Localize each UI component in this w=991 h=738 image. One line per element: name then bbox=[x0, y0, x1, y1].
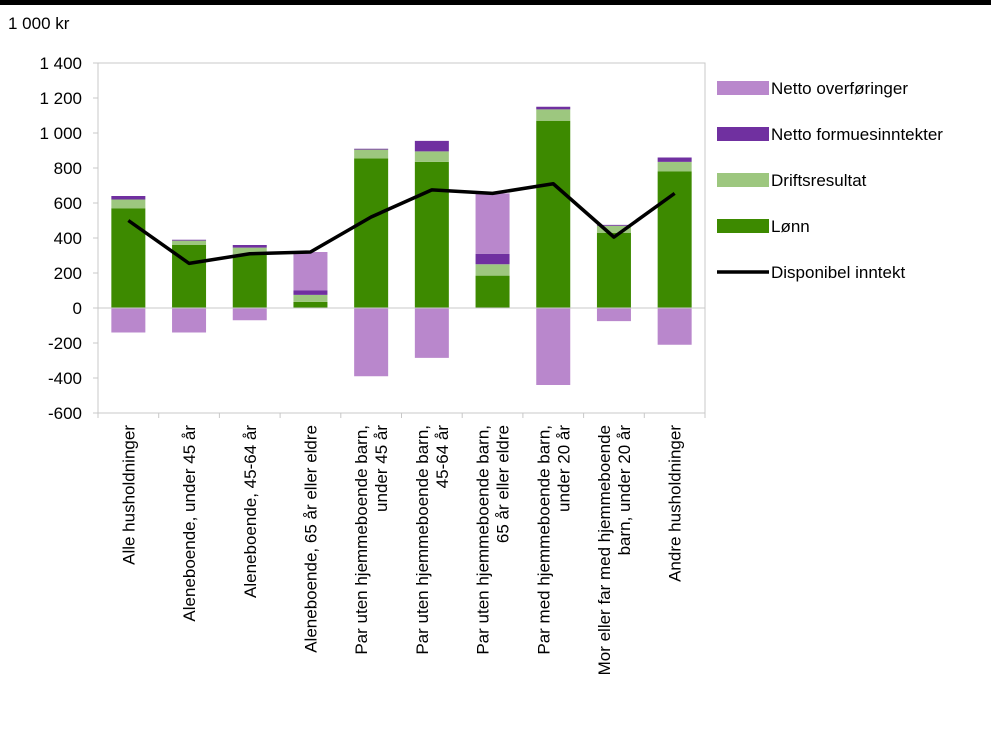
y-tick-label: 600 bbox=[54, 194, 82, 213]
x-category-label-line: under 20 år bbox=[554, 425, 573, 512]
bar-segment-driftsresultat bbox=[293, 294, 328, 302]
bar-segment-l-nn bbox=[111, 208, 146, 308]
bar-segment-netto-overf-ringer bbox=[475, 193, 510, 254]
bar-segment-driftsresultat bbox=[354, 149, 389, 159]
bar-segment-driftsresultat bbox=[596, 225, 631, 233]
legend-swatch bbox=[717, 81, 769, 95]
x-category-label: Par uten hjemmeboende barn,under 45 år bbox=[352, 425, 391, 655]
bar-segment-netto-overf-ringer bbox=[293, 252, 328, 291]
y-tick-label: 400 bbox=[54, 229, 82, 248]
x-category-label: Par med hjemmeboende barn,under 20 år bbox=[534, 425, 573, 655]
legend-label: Netto formuesinntekter bbox=[771, 125, 943, 144]
x-category-label-line: Andre husholdninger bbox=[666, 425, 685, 582]
legend-swatch bbox=[717, 173, 769, 187]
y-tick-label: 1 000 bbox=[39, 124, 82, 143]
bar-segment-driftsresultat bbox=[536, 109, 571, 121]
bar-segment-netto-formuesinntekter bbox=[232, 245, 267, 248]
bar-segment-l-nn bbox=[293, 301, 328, 308]
bar-segment-netto-formuesinntekter bbox=[354, 148, 389, 150]
bar-segment-netto-formuesinntekter bbox=[536, 106, 571, 110]
disponibel-inntekt-line bbox=[127, 182, 676, 266]
bar-segment-driftsresultat bbox=[172, 240, 207, 245]
legend-label: Lønn bbox=[771, 217, 810, 236]
x-category-label-line: Alle husholdninger bbox=[119, 425, 138, 565]
bar-segment-netto-overf-ringer bbox=[536, 308, 571, 385]
x-category-label-line: Aleneboende, 45-64 år bbox=[241, 425, 260, 598]
bar-segment-driftsresultat bbox=[414, 151, 449, 162]
x-category-label: Andre husholdninger bbox=[666, 425, 685, 582]
bar-segment-netto-formuesinntekter bbox=[293, 290, 328, 295]
x-category-label: Aleneboende, 45-64 år bbox=[241, 425, 260, 598]
x-category-label-line: Aleneboende, under 45 år bbox=[180, 425, 199, 622]
bar-segment-netto-formuesinntekter bbox=[596, 224, 631, 226]
bar-segment-netto-overf-ringer bbox=[111, 308, 146, 333]
bar-segment-netto-overf-ringer bbox=[657, 308, 692, 345]
x-category-label-line: 65 år eller eldre bbox=[494, 425, 513, 543]
bar-segment-netto-formuesinntekter bbox=[414, 140, 449, 152]
y-tick-label: 0 bbox=[73, 299, 82, 318]
x-category-label-line: Par uten hjemmeboende barn, bbox=[474, 425, 493, 655]
x-category-label-line: under 45 år bbox=[372, 425, 391, 512]
bar-segment-netto-formuesinntekter bbox=[475, 253, 510, 265]
bar-segment-netto-overf-ringer bbox=[172, 308, 207, 333]
y-tick-label: 800 bbox=[54, 159, 82, 178]
bar-segment-netto-formuesinntekter bbox=[111, 196, 146, 200]
bar-segment-l-nn bbox=[596, 232, 631, 308]
bar-segment-l-nn bbox=[232, 254, 267, 308]
bar-segment-l-nn bbox=[414, 161, 449, 308]
x-category-label: Par uten hjemmeboende barn,45-64 år bbox=[413, 425, 452, 655]
bar-segment-driftsresultat bbox=[111, 199, 146, 209]
x-category-label: Alle husholdninger bbox=[119, 425, 138, 565]
y-tick-label: -600 bbox=[48, 404, 82, 423]
x-category-label-line: Par uten hjemmeboende barn, bbox=[413, 425, 432, 655]
x-category-label-line: Mor eller far med hjemmeboende bbox=[595, 425, 614, 675]
x-category-label: Par uten hjemmeboende barn,65 år eller e… bbox=[474, 425, 513, 655]
legend-label: Disponibel inntekt bbox=[771, 263, 905, 282]
x-category-label-line: 45-64 år bbox=[433, 425, 452, 489]
bar-segment-driftsresultat bbox=[657, 161, 692, 172]
y-unit-label: 1 000 kr bbox=[8, 14, 70, 33]
legend-label: Netto overføringer bbox=[771, 79, 908, 98]
bar-segment-l-nn bbox=[536, 120, 571, 308]
bar-segment-l-nn bbox=[657, 171, 692, 308]
x-category-label: Aleneboende, 65 år eller eldre bbox=[301, 425, 320, 653]
bar-segment-driftsresultat bbox=[475, 264, 510, 276]
y-tick-label: -200 bbox=[48, 334, 82, 353]
bar-segment-l-nn bbox=[475, 275, 510, 308]
y-tick-label: 1 400 bbox=[39, 54, 82, 73]
legend-label: Driftsresultat bbox=[771, 171, 867, 190]
legend-swatch bbox=[717, 219, 769, 233]
bar-segment-netto-overf-ringer bbox=[354, 308, 389, 377]
bar-segment-l-nn bbox=[354, 158, 389, 308]
legend-swatch bbox=[717, 127, 769, 141]
x-category-label: Aleneboende, under 45 år bbox=[180, 425, 199, 622]
bar-segment-netto-overf-ringer bbox=[232, 308, 267, 321]
bar-segment-netto-overf-ringer bbox=[596, 308, 631, 322]
y-tick-label: 1 200 bbox=[39, 89, 82, 108]
bar-segment-netto-formuesinntekter bbox=[657, 157, 692, 162]
bar-segment-driftsresultat bbox=[232, 247, 267, 255]
x-category-label-line: Aleneboende, 65 år eller eldre bbox=[301, 425, 320, 653]
bar-segment-netto-formuesinntekter bbox=[172, 239, 207, 241]
x-category-label: Mor eller far med hjemmeboendebarn, unde… bbox=[595, 425, 634, 676]
y-tick-label: 200 bbox=[54, 264, 82, 283]
y-tick-label: -400 bbox=[48, 369, 82, 388]
bar-segment-netto-overf-ringer bbox=[414, 308, 449, 358]
x-category-label-line: barn, under 20 år bbox=[615, 425, 634, 556]
top-border bbox=[0, 0, 991, 5]
x-category-label-line: Par med hjemmeboende barn, bbox=[534, 425, 553, 655]
x-category-label-line: Par uten hjemmeboende barn, bbox=[352, 425, 371, 655]
